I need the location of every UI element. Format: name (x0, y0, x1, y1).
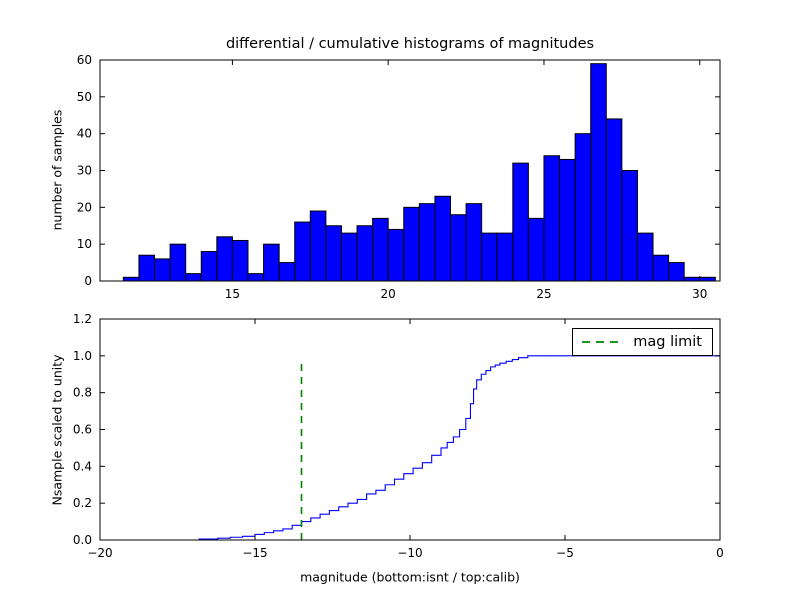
legend-label: mag limit (633, 334, 702, 350)
legend: mag limit (572, 328, 713, 356)
top-y-axis-label: number of samples (49, 109, 65, 231)
svg-text:15: 15 (225, 287, 240, 301)
svg-text:20: 20 (77, 200, 92, 214)
bottom-y-axis-label: Nsample scaled to unity (49, 354, 65, 506)
svg-text:20: 20 (381, 287, 396, 301)
svg-text:60: 60 (77, 53, 92, 67)
svg-text:1.0: 1.0 (73, 349, 92, 363)
svg-text:−5: −5 (556, 546, 574, 560)
svg-text:0.2: 0.2 (73, 496, 92, 510)
dashed-line-icon (582, 341, 623, 343)
x-axis-label: magnitude (bottom:isnt / top:calib) (300, 569, 520, 585)
svg-text:−20: −20 (87, 546, 112, 560)
svg-text:−10: −10 (397, 546, 422, 560)
svg-text:0.4: 0.4 (73, 459, 92, 473)
svg-text:50: 50 (77, 90, 92, 104)
svg-text:0.6: 0.6 (73, 423, 92, 437)
svg-text:0: 0 (716, 546, 724, 560)
svg-text:10: 10 (77, 237, 92, 251)
svg-text:25: 25 (536, 287, 551, 301)
svg-text:1.2: 1.2 (73, 312, 92, 326)
svg-text:0.0: 0.0 (73, 533, 92, 547)
svg-text:0: 0 (84, 274, 92, 288)
svg-text:40: 40 (77, 127, 92, 141)
svg-text:−15: −15 (242, 546, 267, 560)
svg-text:0.8: 0.8 (73, 386, 92, 400)
svg-text:30: 30 (77, 164, 92, 178)
figure-title: differential / cumulative histograms of … (225, 36, 595, 52)
svg-text:30: 30 (692, 287, 707, 301)
